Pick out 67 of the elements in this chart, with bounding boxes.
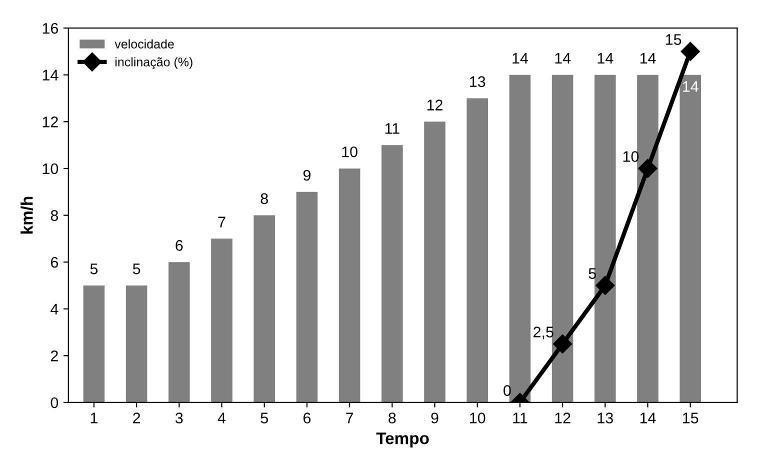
data-label: 10 [623,151,639,162]
y-tick-label: 12 [42,116,58,128]
x-tick-label: 15 [683,412,698,424]
x-tick-label: 10 [470,412,486,424]
data-label: 10 [342,146,358,158]
bar [254,215,276,402]
bar [424,122,446,402]
y-tick-label: 0 [50,397,58,408]
x-tick-label: 3 [175,412,183,424]
bar [168,262,190,402]
x-tick-label: 11 [513,412,528,424]
bar [466,98,488,402]
x-tick-label: 5 [260,412,268,424]
bar [211,238,232,402]
data-label: 14 [555,53,571,64]
data-label: 6 [176,240,183,251]
bar [382,145,403,402]
data-label: 13 [470,76,486,88]
bar [296,192,318,402]
data-label: 14 [640,53,656,64]
data-label: 11 [385,123,400,134]
x-tick-label: 4 [218,412,226,424]
point [638,158,658,178]
bar [509,74,531,402]
x-tick-label: 7 [346,412,354,424]
bar [338,168,360,402]
y-tick-label: 6 [50,256,58,268]
y-tick-label: 10 [42,163,58,174]
data-label: 14 [512,53,528,64]
x-tick-label: 9 [431,412,438,424]
y-tick-label: 16 [42,22,58,34]
point [553,334,572,354]
data-label: 14 [683,81,698,92]
bar [126,285,148,402]
data-label: 7 [218,216,226,228]
data-label: 12 [427,100,442,110]
data-label: 9 [303,170,310,181]
data-label: 2,5 [534,326,554,340]
y-axis-title: km/h [20,196,34,234]
bar [552,74,574,402]
x-tick-label: 8 [388,412,396,424]
point [680,42,700,62]
bar [83,285,105,402]
y-tick-label: 14 [42,70,58,80]
data-label: 5 [132,264,140,274]
data-label: 15 [666,34,682,45]
x-tick-label: 14 [640,412,656,424]
data-label: 5 [588,268,596,279]
x-tick-label: 12 [555,412,570,424]
legend-label: inclinação (%) [115,57,192,69]
x-tick-label: 1 [90,412,98,424]
y-tick-label: 4 [50,304,58,314]
bar [637,74,658,402]
x-axis-title: Tempo [376,432,429,448]
y-tick-label: 8 [50,210,58,221]
data-label: 8 [260,193,268,204]
bar [680,74,701,402]
x-tick-label: 6 [303,412,311,424]
y-tick-label: 2 [50,350,58,362]
data-label: 14 [598,53,614,64]
data-label: 5 [90,264,98,274]
point [596,276,615,296]
x-tick-label: 13 [598,412,613,424]
x-tick-label: 2 [133,412,140,424]
bar [594,74,616,402]
legend-label: velocidade [114,39,174,49]
data-label: 0 [504,385,511,396]
